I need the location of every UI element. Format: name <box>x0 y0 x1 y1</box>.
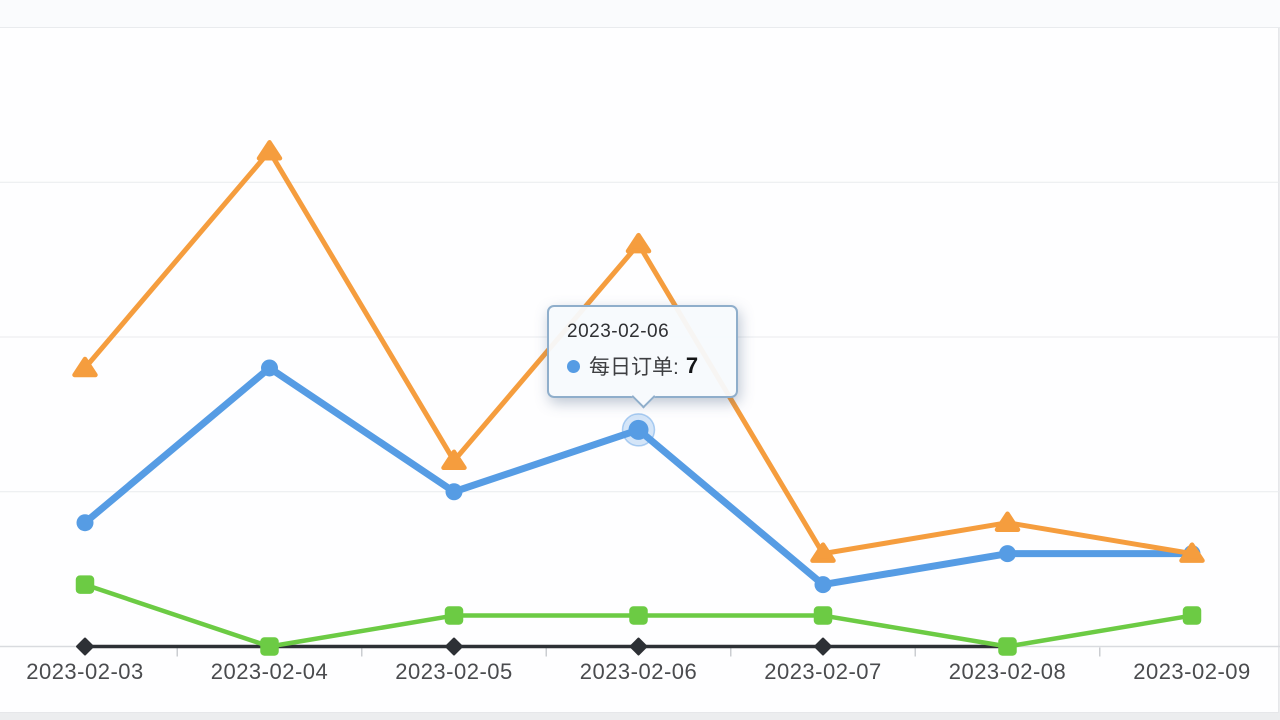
marker-triangle-2023-02-08[interactable] <box>994 511 1021 532</box>
top-strip <box>0 0 1280 27</box>
marker-diamond-2023-02-06[interactable] <box>629 637 648 656</box>
marker-square-2023-02-06[interactable] <box>629 606 648 625</box>
tooltip-value: 7 <box>685 353 699 378</box>
marker-triangle-2023-02-03[interactable] <box>72 356 98 378</box>
marker-diamond-2023-02-05[interactable] <box>445 637 463 656</box>
marker-diamond-2023-02-03[interactable] <box>76 637 94 656</box>
marker-triangle-2023-02-04[interactable] <box>256 140 283 161</box>
marker-square-2023-02-09[interactable] <box>1182 606 1202 625</box>
marker-square-2023-02-08[interactable] <box>998 637 1017 656</box>
marker-triangle-2023-02-07[interactable] <box>810 542 836 563</box>
marker-circle-2023-02-07[interactable] <box>814 576 832 594</box>
marker-triangle-2023-02-05[interactable] <box>441 449 467 471</box>
tooltip-date: 2023-02-06 <box>567 321 670 342</box>
marker-triangle-2023-02-06[interactable] <box>625 232 652 254</box>
marker-square-2023-02-04[interactable] <box>260 637 279 656</box>
marker-circle-2023-02-08[interactable] <box>999 545 1016 563</box>
marker-diamond-2023-02-07[interactable] <box>814 637 832 656</box>
marker-circle-2023-02-04[interactable] <box>261 359 278 377</box>
tooltip-series-label: 每日订单: <box>589 356 679 379</box>
tooltip-series-marker-icon <box>567 359 580 373</box>
tooltip: 2023-02-06 每日订单: 7 <box>547 305 738 409</box>
marker-triangle-2023-02-09[interactable] <box>1179 542 1205 563</box>
marker-square-2023-02-07[interactable] <box>813 606 833 625</box>
marker-circle-2023-02-03[interactable] <box>76 514 94 532</box>
tooltip-series-row: 每日订单: 7 <box>567 351 722 381</box>
marker-square-2023-02-03[interactable] <box>75 575 95 594</box>
marker-circle-2023-02-06[interactable] <box>628 419 649 440</box>
marker-circle-2023-02-05[interactable] <box>445 483 463 501</box>
marker-square-2023-02-05[interactable] <box>444 606 464 625</box>
